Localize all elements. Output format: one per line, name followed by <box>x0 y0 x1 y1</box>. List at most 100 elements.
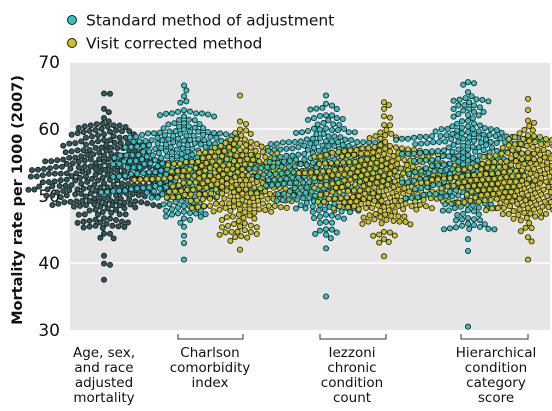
data-point <box>323 161 328 166</box>
data-point <box>95 178 100 183</box>
data-point <box>379 221 384 226</box>
data-point <box>320 169 325 174</box>
data-point <box>201 204 206 209</box>
data-point <box>465 158 470 163</box>
data-point <box>132 177 137 182</box>
data-point <box>391 153 396 158</box>
data-point <box>525 150 530 155</box>
data-point <box>367 166 372 171</box>
data-point <box>181 94 186 99</box>
data-point <box>185 149 190 154</box>
data-point <box>451 183 456 188</box>
data-point <box>107 138 112 143</box>
data-point <box>187 167 192 172</box>
data-point <box>348 177 353 182</box>
data-point <box>334 106 339 111</box>
data-point <box>52 179 57 184</box>
data-point <box>384 167 389 172</box>
data-point <box>127 129 132 134</box>
data-point <box>81 129 86 134</box>
data-point <box>125 181 130 186</box>
data-point <box>131 139 136 144</box>
data-point <box>135 186 140 191</box>
data-point <box>117 174 122 179</box>
data-point <box>455 128 460 133</box>
data-point <box>304 185 309 190</box>
data-point <box>477 172 482 177</box>
data-point <box>506 137 511 142</box>
data-point <box>487 154 492 159</box>
data-point <box>345 204 350 209</box>
data-point <box>505 150 510 155</box>
data-point <box>79 139 84 144</box>
data-point <box>257 207 262 212</box>
data-point <box>369 205 374 210</box>
data-point <box>224 181 229 186</box>
data-point <box>118 140 123 145</box>
data-point <box>205 112 210 117</box>
group-label-iezzoni-line-0: Iezzoni <box>328 345 375 361</box>
data-point <box>141 171 146 176</box>
data-point <box>483 137 488 142</box>
data-point <box>419 185 424 190</box>
data-point <box>488 197 493 202</box>
data-point <box>310 160 315 165</box>
data-point <box>525 118 530 123</box>
data-point <box>522 127 527 132</box>
data-point <box>274 198 279 203</box>
data-point <box>479 167 484 172</box>
data-point <box>188 198 193 203</box>
data-point <box>378 215 383 220</box>
data-point <box>443 202 448 207</box>
data-point <box>259 165 264 170</box>
data-point <box>326 196 331 201</box>
data-point <box>301 180 306 185</box>
data-point <box>223 230 228 235</box>
data-point <box>465 140 470 145</box>
data-point <box>242 210 247 215</box>
data-point <box>243 187 248 192</box>
data-point <box>378 136 383 141</box>
data-point <box>471 223 476 228</box>
data-point <box>73 141 78 146</box>
data-point <box>50 193 55 198</box>
data-point <box>530 144 535 149</box>
data-point <box>142 161 147 166</box>
data-point <box>413 142 418 147</box>
data-point <box>501 205 506 210</box>
data-point <box>471 217 476 222</box>
data-point <box>107 262 112 267</box>
data-point <box>81 148 86 153</box>
legend-marker-0 <box>68 16 77 25</box>
data-point <box>433 129 438 134</box>
data-point <box>444 194 449 199</box>
data-point <box>254 141 259 146</box>
data-point <box>82 124 87 129</box>
data-point <box>253 166 258 171</box>
data-point <box>62 200 67 205</box>
data-point <box>167 201 172 206</box>
data-point <box>68 166 73 171</box>
data-point <box>371 171 376 176</box>
data-point <box>141 144 146 149</box>
data-point <box>324 152 329 157</box>
data-point <box>299 130 304 135</box>
data-point <box>265 165 270 170</box>
data-point <box>177 117 182 122</box>
data-point <box>336 172 341 177</box>
data-point <box>435 156 440 161</box>
data-point <box>438 133 443 138</box>
data-point <box>429 163 434 168</box>
data-point <box>487 187 492 192</box>
data-point <box>470 116 475 121</box>
data-point <box>431 140 436 145</box>
data-point <box>500 212 505 217</box>
group-label-hcc-line-0: Hierarchical <box>456 345 536 361</box>
data-point <box>219 191 224 196</box>
data-point <box>522 162 527 167</box>
data-point <box>266 203 271 208</box>
data-point <box>396 156 401 161</box>
data-point <box>413 169 418 174</box>
data-point <box>151 131 156 136</box>
